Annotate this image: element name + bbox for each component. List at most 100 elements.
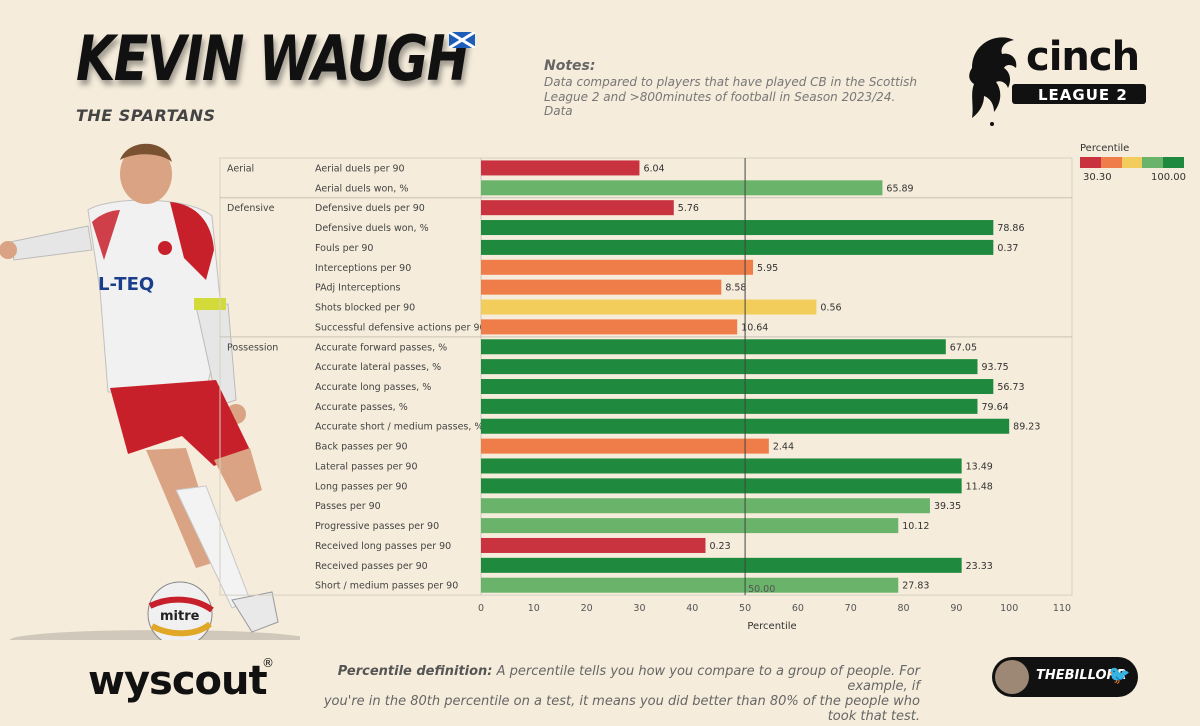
reference-line-label: 50.00 bbox=[748, 584, 775, 595]
bar-value-label: 13.49 bbox=[966, 461, 993, 472]
bar bbox=[481, 160, 640, 176]
bar bbox=[481, 379, 994, 395]
bar-value-label: 89.23 bbox=[1013, 422, 1040, 433]
definition-label: Percentile definition: bbox=[337, 664, 493, 679]
bar-value-label: 11.48 bbox=[966, 481, 993, 492]
notes-heading: Notes: bbox=[544, 58, 596, 74]
svg-text:L-TEQ: L-TEQ bbox=[98, 274, 154, 295]
bar bbox=[481, 557, 962, 573]
bar bbox=[481, 398, 978, 414]
bar bbox=[481, 518, 899, 534]
notes-block: Notes: Data compared to players that hav… bbox=[544, 58, 924, 118]
league-label: LEAGUE 2 bbox=[1038, 86, 1128, 104]
notes-line-2: League 2 and >800minutes of football in … bbox=[544, 90, 896, 118]
x-axis-title: Percentile bbox=[747, 621, 796, 632]
author-handle: THEBILLORR bbox=[1036, 668, 1127, 683]
metric-label: Fouls per 90 bbox=[315, 243, 373, 254]
bar-value-label: 27.83 bbox=[902, 581, 929, 592]
x-tick-label: 20 bbox=[581, 603, 593, 614]
bar-value-label: 78.86 bbox=[997, 223, 1024, 234]
metric-label: PAdj Interceptions bbox=[315, 283, 401, 294]
bar bbox=[481, 200, 674, 216]
legend-title: Percentile bbox=[1080, 143, 1130, 154]
bar-value-label: 10.12 bbox=[902, 521, 929, 532]
bar bbox=[481, 259, 754, 275]
bar-value-label: 93.75 bbox=[981, 362, 1008, 373]
svg-text:mitre: mitre bbox=[160, 609, 200, 624]
bar-value-label: 5.95 bbox=[757, 263, 778, 274]
bar-value-label: 8.58 bbox=[725, 283, 746, 294]
bar bbox=[481, 180, 883, 196]
metric-label: Received long passes per 90 bbox=[315, 541, 451, 552]
x-tick-label: 30 bbox=[633, 603, 645, 614]
bar-value-label: 39.35 bbox=[934, 501, 961, 512]
bar bbox=[481, 299, 817, 315]
metric-label: Received passes per 90 bbox=[315, 561, 428, 572]
x-tick-label: 10 bbox=[528, 603, 540, 614]
group-label: Defensive bbox=[227, 203, 275, 214]
twitter-bird-icon: 🐦 bbox=[1108, 665, 1131, 686]
bar-value-label: 10.64 bbox=[741, 322, 768, 333]
bar-value-label: 65.89 bbox=[886, 183, 913, 194]
group-label: Possession bbox=[227, 342, 278, 353]
league-bar bbox=[1012, 84, 1146, 104]
metric-label: Aerial duels won, % bbox=[315, 183, 408, 194]
metric-label: Defensive duels per 90 bbox=[315, 203, 425, 214]
x-tick-label: 70 bbox=[845, 603, 857, 614]
bar bbox=[481, 438, 769, 454]
registered-mark: ® bbox=[262, 656, 274, 670]
scotland-flag-icon bbox=[449, 32, 475, 48]
bar bbox=[481, 339, 946, 355]
bar-value-label: 23.33 bbox=[966, 561, 993, 572]
metric-label: Accurate short / medium passes, % bbox=[315, 422, 483, 433]
metric-label: Defensive duels won, % bbox=[315, 223, 429, 234]
lion-icon bbox=[969, 37, 1017, 126]
metric-label: Back passes per 90 bbox=[315, 442, 408, 453]
bar bbox=[481, 577, 899, 593]
metric-label: Interceptions per 90 bbox=[315, 263, 411, 274]
legend-swatch-3 bbox=[1121, 157, 1143, 168]
bar bbox=[481, 478, 962, 494]
bar bbox=[481, 359, 978, 375]
metric-label: Short / medium passes per 90 bbox=[315, 581, 458, 592]
author-badge[interactable]: THEBILLORR 🐦 bbox=[992, 657, 1138, 697]
bar-value-label: 0.56 bbox=[820, 303, 841, 314]
metric-label: Aerial duels per 90 bbox=[315, 163, 405, 174]
metric-label: Accurate passes, % bbox=[315, 402, 408, 413]
legend-swatch-1 bbox=[1080, 157, 1101, 168]
bar bbox=[481, 279, 722, 295]
player-name: KEVIN WAUGH bbox=[76, 22, 469, 95]
x-tick-label: 90 bbox=[950, 603, 962, 614]
bar-value-label: 0.37 bbox=[997, 243, 1018, 254]
group-label: Aerial bbox=[227, 163, 254, 174]
legend: Percentile 30.30 100.00 bbox=[1080, 143, 1186, 183]
metric-label: Accurate lateral passes, % bbox=[315, 362, 441, 373]
x-tick-label: 50 bbox=[739, 603, 751, 614]
chart-frame bbox=[219, 157, 1073, 596]
bar-value-label: 6.04 bbox=[643, 163, 664, 174]
x-tick-label: 0 bbox=[478, 603, 484, 614]
legend-swatch-4 bbox=[1142, 157, 1164, 168]
wyscout-logo: wyscout bbox=[88, 658, 268, 704]
bar-value-label: 2.44 bbox=[773, 442, 794, 453]
legend-swatch-5 bbox=[1163, 157, 1184, 168]
definition-line-1: A percentile tells you how you compare t… bbox=[492, 664, 920, 694]
x-tick-label: 100 bbox=[1000, 603, 1018, 614]
bar bbox=[481, 498, 930, 514]
definition-line-2: you're in the 80th percentile on a test,… bbox=[323, 694, 920, 724]
metric-label: Shots blocked per 90 bbox=[315, 303, 415, 314]
bar-value-label: 79.64 bbox=[981, 402, 1008, 413]
cinch-wordmark: cinch bbox=[1026, 34, 1140, 80]
bar bbox=[481, 537, 706, 553]
percentile-definition: Percentile definition: A percentile tell… bbox=[320, 664, 920, 724]
metric-label: Progressive passes per 90 bbox=[315, 521, 439, 532]
team-name: THE SPARTANS bbox=[76, 106, 216, 125]
metric-label: Accurate forward passes, % bbox=[315, 342, 447, 353]
legend-min-label: 30.30 bbox=[1083, 172, 1112, 183]
legend-color-scale bbox=[1080, 157, 1184, 168]
author-avatar bbox=[995, 660, 1029, 694]
x-tick-label: 40 bbox=[686, 603, 698, 614]
player-photo: L-TEQ mitre bbox=[0, 130, 310, 650]
bar bbox=[481, 239, 994, 255]
